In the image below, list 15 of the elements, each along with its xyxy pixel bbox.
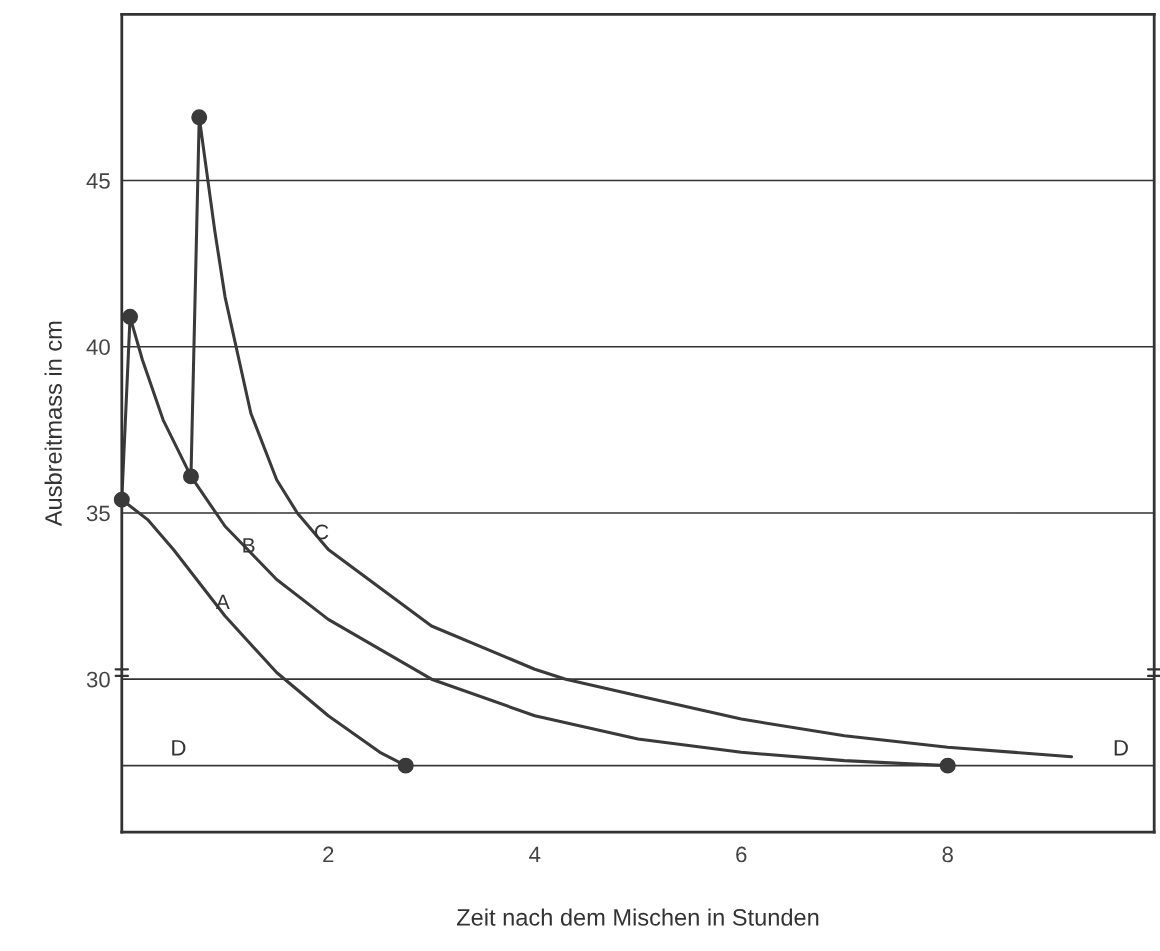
y-tick-label: 35: [86, 505, 110, 522]
y-tick-label: 45: [86, 173, 110, 189]
x-tick-label: 2: [323, 846, 334, 863]
x-tick-label: 8: [942, 846, 953, 863]
y-tick-label: 40: [86, 339, 110, 355]
annotation: D: [1114, 740, 1128, 756]
series-label: B: [243, 538, 255, 553]
series-label: A: [215, 594, 230, 609]
x-tick-label: 6: [736, 846, 747, 863]
x-tick-label: 4: [529, 846, 541, 863]
x-axis-title: Zeit nach dem Mischen in Stunden: [456, 908, 819, 926]
y-tick-label: 30: [86, 671, 110, 688]
y-axis-title: Ausbreitmass in cm: [44, 321, 62, 527]
ref-line-label: D: [172, 740, 186, 756]
series-label: C: [315, 524, 329, 540]
